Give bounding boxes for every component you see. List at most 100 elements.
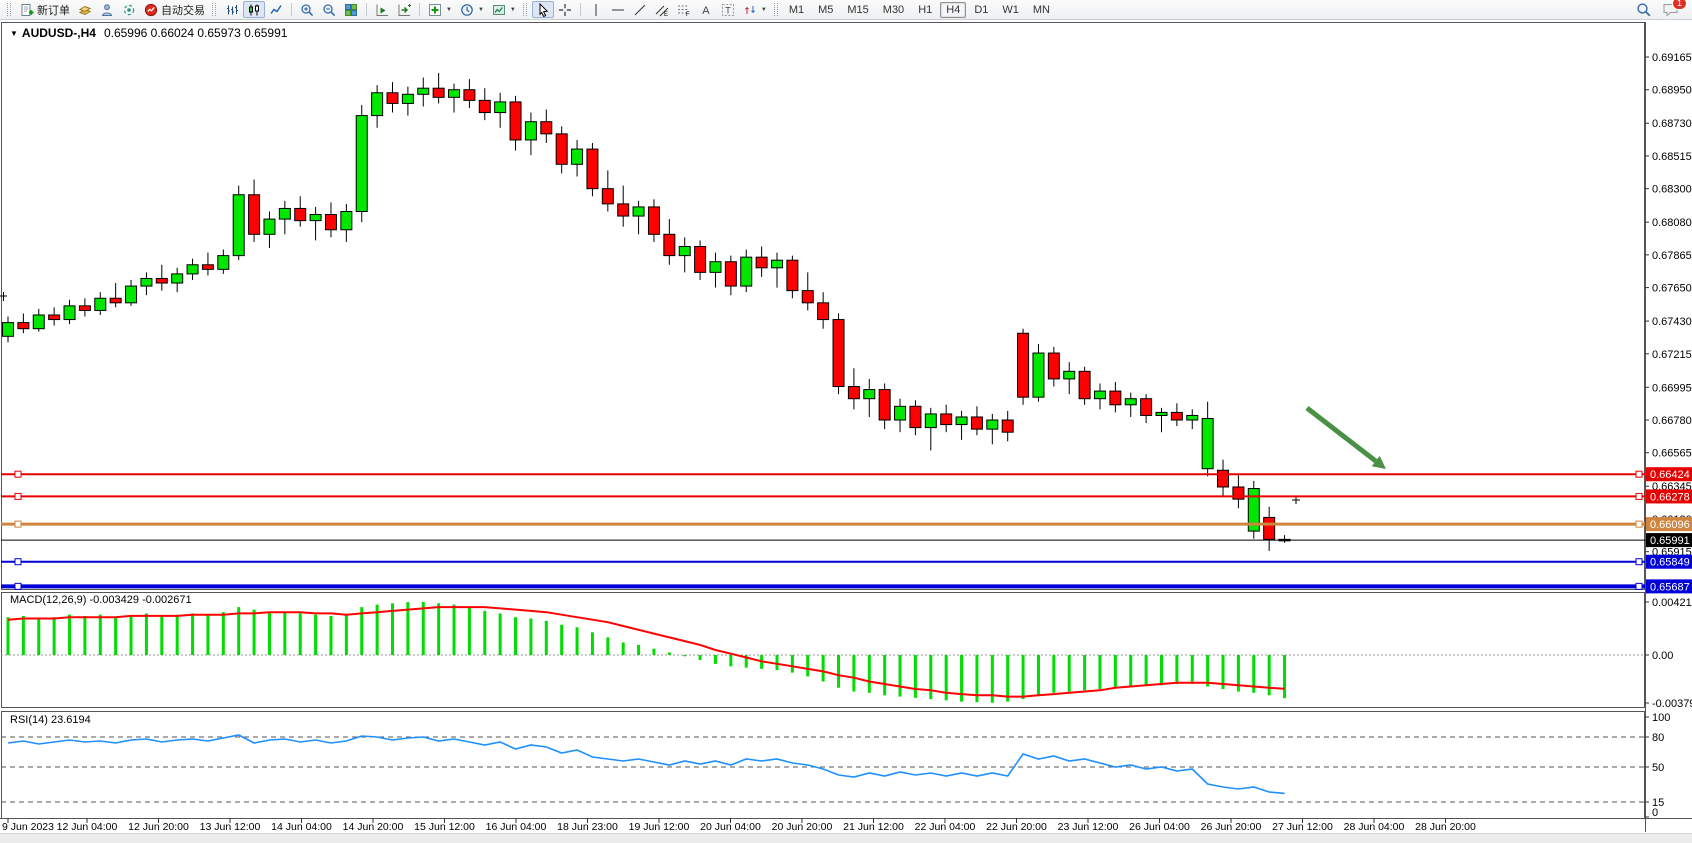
candle [171, 273, 184, 284]
hline-handle[interactable] [14, 470, 22, 478]
hline-handle[interactable] [1635, 558, 1643, 566]
trendline-tool-button[interactable] [629, 1, 651, 18]
candle [878, 389, 891, 421]
webinar-button[interactable] [118, 1, 140, 18]
auto-scroll-button[interactable] [371, 1, 393, 18]
candle [2, 322, 14, 337]
hline-handle[interactable] [14, 520, 22, 528]
annotation-arrow[interactable] [1305, 406, 1386, 469]
arrows-tool-button[interactable]: ▼ [739, 1, 771, 18]
timeframe-m30[interactable]: M30 [882, 3, 905, 16]
price-level-label: 0.66278 [1650, 491, 1690, 503]
timeframe-h4[interactable]: H4 [940, 1, 967, 18]
hline-handle[interactable] [1635, 520, 1643, 528]
zoom-in-button[interactable] [296, 1, 318, 18]
candle [1047, 352, 1060, 380]
bar-chart-mode-button[interactable] [221, 1, 243, 18]
timeframe-mn[interactable]: MN [1032, 3, 1050, 16]
toolbar-grip[interactable] [773, 3, 778, 16]
price-level-box[interactable] [1646, 517, 1692, 532]
macd-axis-label: 0.004213 [1652, 597, 1692, 609]
new-order-label: 新订单 [37, 4, 70, 17]
price-level-box[interactable] [1646, 554, 1692, 569]
candle [1186, 414, 1199, 421]
autotrade-button[interactable]: 自动交易 [140, 1, 209, 18]
time-axis-label: 9 Jun 2023 [2, 821, 54, 833]
candle [232, 194, 245, 257]
vertical-line-tool-button[interactable] [585, 1, 607, 18]
timeframe-toolbar: M1 M5 M15 M30 H1 H4 D1 W1 MN [783, 1, 1056, 18]
chart-shift-button[interactable] [393, 1, 415, 18]
channel-tool-button[interactable]: E [651, 1, 673, 18]
time-axis-label: 22 Jun 20:00 [986, 821, 1047, 833]
price-tick-label: 0.67215 [1652, 349, 1692, 361]
price-tick-label: 0.68515 [1652, 151, 1692, 163]
candle [694, 245, 707, 273]
indicators-icon [429, 3, 441, 16]
price-tick-label: 0.67650 [1652, 283, 1692, 295]
toolbar-grip[interactable] [7, 3, 11, 16]
new-order-icon [21, 3, 34, 16]
zoom-out-button[interactable] [318, 1, 340, 18]
timeframe-w1[interactable]: W1 [1002, 3, 1019, 16]
time-axis-label: 12 Jun 20:00 [128, 821, 189, 833]
top-toolbar: 新订单 自动交易 ▼ ▼ [0, 0, 1692, 20]
toolbar-grip[interactable] [212, 3, 216, 16]
candle [1247, 488, 1260, 532]
tile-windows-button[interactable] [340, 1, 362, 18]
fibonacci-tool-button[interactable]: F [673, 1, 695, 18]
timeframe-m15[interactable]: M15 [847, 3, 869, 16]
dropdown-caret-icon: ▼ [760, 6, 767, 13]
time-axis-label: 28 Jun 04:00 [1344, 821, 1405, 833]
candle [386, 92, 399, 104]
gold-cube-icon [78, 5, 92, 15]
hline-handle[interactable] [1635, 470, 1643, 478]
candle [324, 214, 337, 231]
hline-handle[interactable] [14, 582, 22, 590]
price-level-label: 0.66096 [1650, 519, 1690, 531]
candle [540, 121, 553, 135]
hline-handle[interactable] [14, 492, 22, 500]
line-chart-mode-button[interactable] [265, 1, 287, 18]
rsi-pane[interactable] [1, 711, 1645, 819]
chat-button[interactable]: 1 [1662, 0, 1687, 17]
price-level-label: 0.66424 [1650, 469, 1690, 481]
price-level-box[interactable] [1646, 533, 1692, 548]
text-label-tool-button[interactable]: T [717, 1, 739, 18]
hline-handle[interactable] [1635, 582, 1643, 590]
indicators-button[interactable]: ▼ [424, 1, 456, 18]
text-tool-button[interactable]: A [695, 1, 717, 18]
timeframe-h1[interactable]: H1 [918, 3, 933, 16]
candle [155, 277, 168, 284]
price-level-box[interactable] [1646, 579, 1692, 594]
hline-handle[interactable] [1635, 492, 1643, 500]
crosshair-icon [558, 3, 571, 16]
candle [586, 148, 599, 190]
candle [140, 277, 153, 287]
macd-pane[interactable] [1, 592, 1645, 708]
price-level-box[interactable] [1646, 489, 1692, 504]
crosshair-tool-button[interactable] [554, 1, 576, 18]
search-icon[interactable] [1636, 2, 1652, 18]
toolbar-separator [579, 3, 581, 16]
chevron-down-icon[interactable]: ▼ [10, 29, 18, 38]
rsi-axis-label: 80 [1652, 732, 1664, 744]
time-axis-label: 13 Jun 12:00 [200, 821, 261, 833]
hline-handle[interactable] [14, 558, 22, 566]
market-watch-button[interactable] [74, 1, 96, 18]
timeframe-d1[interactable]: D1 [974, 3, 989, 16]
price-tick-label: 0.69165 [1652, 52, 1692, 64]
candle [1032, 352, 1045, 398]
toolbar-grip[interactable] [522, 3, 527, 16]
candlestick-mode-button[interactable] [243, 1, 265, 18]
cursor-tool-button[interactable] [531, 1, 554, 18]
new-order-button[interactable]: 新订单 [16, 1, 74, 18]
templates-button[interactable]: ▼ [488, 1, 520, 18]
profile-button[interactable] [96, 1, 118, 18]
price-level-box[interactable] [1646, 467, 1692, 482]
horizontal-line-tool-button[interactable] [607, 1, 629, 18]
timeframe-m1[interactable]: M1 [788, 3, 805, 16]
timeframe-m5[interactable]: M5 [818, 3, 834, 16]
periods-button[interactable]: ▼ [456, 1, 488, 18]
